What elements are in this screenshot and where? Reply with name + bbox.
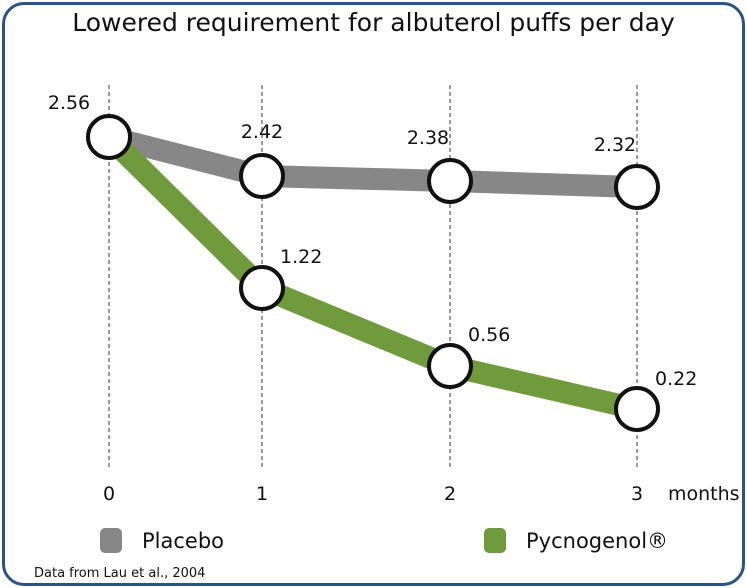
data-point — [427, 158, 473, 204]
pycnogenol-swatch — [484, 528, 506, 553]
source-note: Data from Lau et al., 2004 — [34, 566, 206, 581]
series-line-pycnogenol — [101, 129, 640, 420]
data-label: 2.56 — [48, 92, 90, 114]
placebo-swatch — [100, 528, 122, 553]
data-label: 2.38 — [407, 127, 449, 149]
data-point — [614, 386, 660, 432]
data-point — [614, 164, 660, 210]
x-axis-label: months — [668, 483, 740, 505]
x-tick-label: 1 — [256, 483, 268, 505]
data-label: 2.42 — [241, 121, 283, 143]
legend-item-placebo: Placebo — [100, 528, 224, 553]
x-tick-label: 3 — [631, 483, 643, 505]
series-line-placebo — [106, 126, 638, 198]
data-label: 1.22 — [280, 246, 322, 268]
chart-title: Lowered requirement for albuterol puffs … — [72, 8, 675, 37]
legend-item-pycnogenol: Pycnogenol® — [484, 528, 668, 553]
data-point — [86, 114, 132, 160]
data-label: 0.56 — [468, 324, 510, 346]
data-label: 0.22 — [655, 368, 697, 390]
data-label: 2.32 — [594, 134, 636, 156]
data-point — [239, 153, 285, 199]
x-tick-label: 2 — [444, 483, 456, 505]
legend-label-pycnogenol: Pycnogenol® — [526, 528, 669, 553]
legend-label-placebo: Placebo — [142, 528, 225, 553]
data-point — [427, 343, 473, 389]
x-tick-label: 0 — [103, 483, 115, 505]
data-point — [239, 265, 285, 311]
